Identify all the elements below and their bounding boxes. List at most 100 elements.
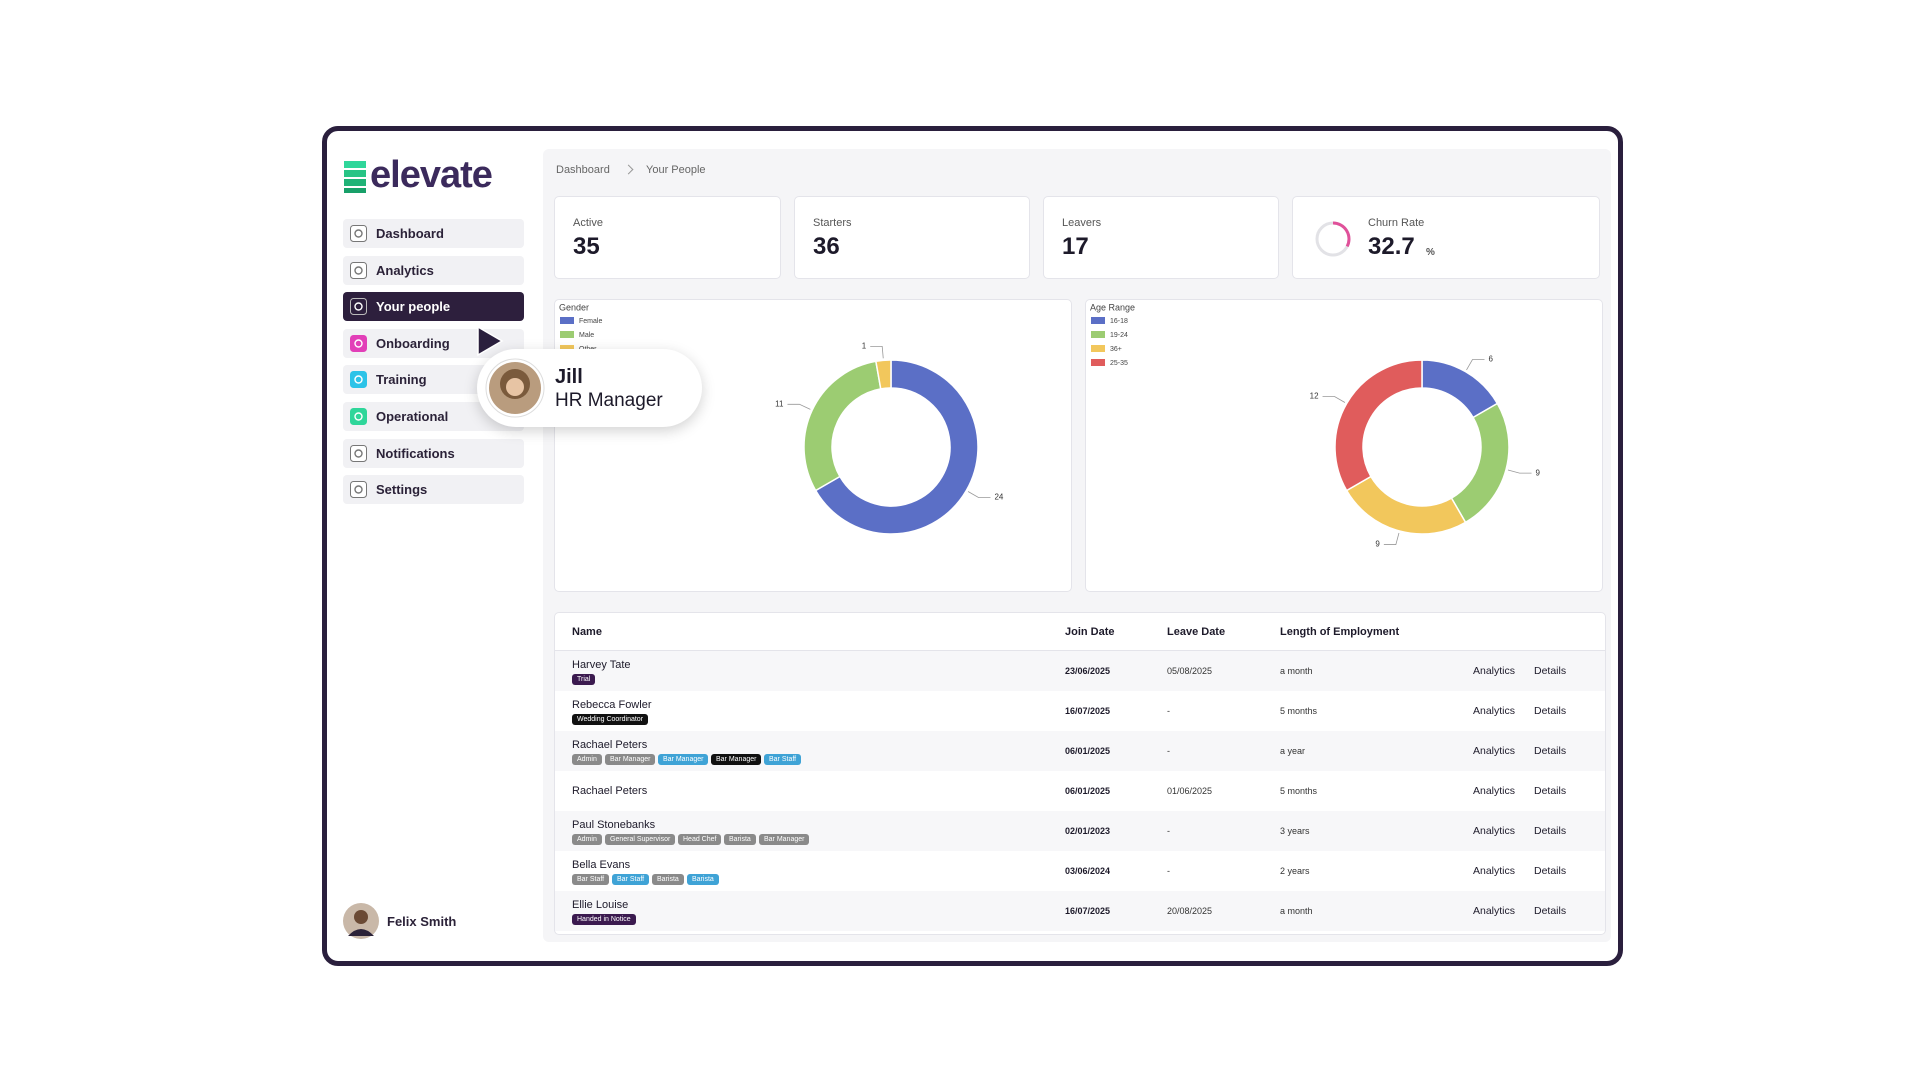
join-date: 02/01/2023 [1065, 826, 1111, 836]
data-label: 12 [1310, 392, 1319, 401]
data-label: 24 [994, 493, 1003, 502]
stat-value: 32.7% [1368, 233, 1435, 260]
leave-date: 20/08/2025 [1167, 906, 1213, 916]
breadcrumb-current: Your People [646, 164, 706, 176]
donut-segment [875, 359, 892, 390]
employment-length: a month [1280, 666, 1313, 676]
legend-swatch [1091, 359, 1105, 366]
data-label: 1 [862, 341, 867, 350]
column-header: Name [572, 626, 602, 638]
employment-length: 3 years [1280, 826, 1310, 836]
icon-bg [350, 371, 367, 389]
donut-segment [1450, 402, 1510, 524]
details-link[interactable]: Details [1534, 665, 1567, 677]
join-date: 16/07/2025 [1065, 906, 1111, 916]
details-link[interactable]: Details [1534, 745, 1567, 757]
legend-swatch [1091, 345, 1105, 352]
ring-arc [1332, 221, 1351, 248]
person-name: Rachael Peters [572, 739, 648, 751]
nav-item[interactable]: Notifications [343, 438, 524, 468]
stat-unit: % [1426, 247, 1435, 258]
nav-icon [350, 261, 367, 279]
analytics-link[interactable]: Analytics [1473, 865, 1516, 877]
data-label: 9 [1375, 540, 1380, 549]
legend-label: Female [579, 318, 602, 325]
leave-date: 01/06/2025 [1167, 786, 1213, 796]
leave-date: - [1167, 746, 1170, 756]
role-tag: Wedding Coordinator [572, 714, 649, 725]
analytics-link[interactable]: Analytics [1473, 905, 1516, 917]
icon-glyph [354, 265, 363, 275]
legend-label: 16-18 [1110, 318, 1128, 325]
stat-label: Starters [813, 217, 852, 229]
donut-segment [1421, 359, 1499, 419]
leave-date: - [1167, 826, 1170, 836]
role-tag: Trial [572, 674, 596, 685]
join-date: 23/06/2025 [1065, 666, 1111, 676]
tooltip-role: HR Manager [555, 390, 663, 411]
icon-glyph [354, 448, 363, 458]
analytics-link[interactable]: Analytics [1473, 745, 1516, 757]
legend-swatch [560, 345, 574, 352]
table-row: Rachael Peters Admin Bar Manager Bar Manage… [555, 731, 1605, 771]
nav-icon [350, 334, 367, 352]
analytics-link[interactable]: Analytics [1473, 665, 1516, 677]
breadcrumb-link[interactable]: Dashboard [556, 164, 610, 176]
analytics-link[interactable]: Analytics [1473, 825, 1516, 837]
nav-icon [350, 298, 367, 316]
join-date: 06/01/2025 [1065, 746, 1111, 756]
role-tag: Bar Manager [658, 754, 709, 765]
legend-swatch [1091, 317, 1105, 324]
details-link[interactable]: Details [1534, 705, 1567, 717]
analytics-link[interactable]: Analytics [1473, 705, 1516, 717]
stat-card: Leavers 17 [1043, 196, 1279, 279]
churn-ring [1315, 221, 1351, 257]
details-link[interactable]: Details [1534, 865, 1567, 877]
chart-panel: GenderFemaleMaleOther24111 [554, 299, 1072, 592]
leader-line [787, 403, 811, 410]
user-tooltip: Jill HR Manager [477, 349, 702, 427]
nav-label[interactable]: Analytics [376, 262, 434, 278]
donut-segment [814, 359, 979, 535]
stat-label: Leavers [1062, 217, 1102, 229]
data-label: 9 [1536, 468, 1541, 477]
nav-item[interactable]: Dashboard [343, 219, 524, 248]
logo: elevate [370, 154, 493, 196]
nav-label[interactable]: Your people [376, 299, 451, 315]
nav-label[interactable]: Onboarding [376, 335, 450, 351]
analytics-link[interactable]: Analytics [1473, 785, 1516, 797]
user-avatar [343, 903, 379, 939]
role-tag: Bar Staff [572, 874, 610, 885]
chart: GenderFemaleMaleOther24111 [559, 302, 1004, 535]
details-link[interactable]: Details [1534, 785, 1567, 797]
role-tag: General Supervisor [605, 834, 676, 845]
leader-line [1322, 396, 1346, 403]
nav-label[interactable]: Notifications [376, 445, 455, 461]
legend-swatch [1091, 331, 1105, 338]
data-label: 6 [1489, 355, 1494, 364]
role-tag: Barista [652, 874, 684, 885]
legend-label: 36+ [1110, 346, 1122, 353]
nav-label[interactable]: Dashboard [376, 226, 444, 241]
icon-glyph [354, 302, 363, 311]
nav-item[interactable]: Settings [343, 475, 524, 505]
nav-icon [350, 408, 367, 425]
user-name: Felix Smith [387, 914, 457, 929]
nav-label[interactable]: Settings [376, 482, 428, 498]
icon-glyph [354, 485, 363, 494]
stat-value: 36 [813, 233, 840, 260]
avatar-body [348, 929, 374, 936]
role-tag: Handed in Notice [572, 914, 636, 925]
nav-label[interactable]: Training [376, 372, 427, 388]
legend-label: 25-35 [1110, 360, 1128, 367]
logo-icon [344, 161, 366, 193]
nav-label[interactable]: Operational [376, 409, 449, 424]
icon-bg [350, 225, 367, 242]
person-name: Paul Stonebanks [572, 819, 656, 831]
nav-item[interactable]: Analytics [343, 255, 524, 285]
nav-item[interactable]: Your people [343, 292, 524, 322]
leader-line [1507, 469, 1532, 474]
details-link[interactable]: Details [1534, 825, 1567, 837]
employment-length: 2 years [1280, 866, 1310, 876]
details-link[interactable]: Details [1534, 905, 1567, 917]
